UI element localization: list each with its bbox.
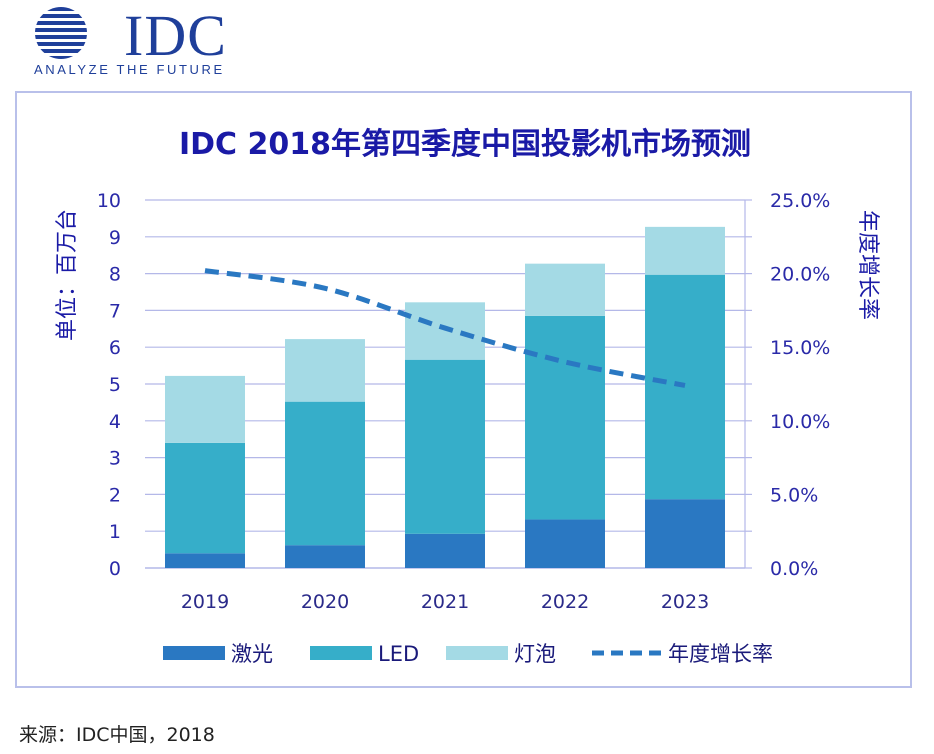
legend-label: 激光 bbox=[231, 642, 273, 666]
y-axis-label: 单位：百万台 bbox=[55, 209, 80, 341]
logo-wordmark: IDC bbox=[124, 3, 227, 68]
x-tick-label: 2023 bbox=[661, 591, 709, 613]
bar-segment bbox=[165, 553, 245, 568]
bar-segment bbox=[165, 442, 245, 554]
y-tick-label: 1 bbox=[109, 521, 121, 543]
bar-segment bbox=[645, 226, 725, 275]
y2-tick-label: 0.0% bbox=[770, 558, 818, 580]
chart-frame bbox=[15, 91, 912, 688]
y-tick-label: 3 bbox=[109, 448, 121, 470]
y2-tick-label: 10.0% bbox=[770, 411, 830, 433]
y-tick-label: 10 bbox=[97, 190, 121, 212]
y-tick-label: 4 bbox=[109, 411, 121, 433]
y2-tick-label: 5.0% bbox=[770, 484, 818, 506]
y2-tick-label: 25.0% bbox=[770, 190, 830, 212]
bar-segment bbox=[645, 274, 725, 500]
growth-line bbox=[204, 268, 686, 388]
bar-segment bbox=[525, 263, 605, 316]
bar-segment bbox=[525, 519, 605, 568]
legend-swatch bbox=[310, 646, 372, 660]
legend-label: LED bbox=[378, 642, 419, 666]
y2-tick-label: 15.0% bbox=[770, 337, 830, 359]
y-tick-label: 2 bbox=[109, 484, 121, 506]
bar-segment bbox=[405, 359, 485, 534]
bar-segment bbox=[285, 401, 365, 546]
bar-segment bbox=[405, 533, 485, 568]
bar-segment bbox=[285, 339, 365, 402]
legend-swatch bbox=[163, 646, 225, 660]
idc-logo: IDC ANALYZE THE FUTURE bbox=[16, 4, 256, 80]
source-note: 来源：IDC中国，2018 bbox=[19, 724, 215, 746]
y-tick-label: 0 bbox=[109, 558, 121, 580]
bars bbox=[165, 226, 725, 568]
y-tick-label: 7 bbox=[109, 300, 121, 322]
y2-tick-label: 20.0% bbox=[770, 264, 830, 286]
globe-stripes-icon bbox=[35, 7, 87, 59]
logo-tagline: ANALYZE THE FUTURE bbox=[34, 62, 225, 77]
legend-label: 灯泡 bbox=[514, 642, 556, 666]
axes: 0 1 2 3 4 5 6 7 8 9 10 0.0% 5.0% 10.0% 15.0% 20.0% 25.0%… bbox=[97, 190, 831, 613]
bar-segment bbox=[165, 375, 245, 443]
bar-segment bbox=[285, 545, 365, 568]
y-tick-label: 8 bbox=[109, 264, 121, 286]
chart-title: IDC 2018年第四季度中国投影机市场预测 bbox=[179, 127, 751, 162]
legend-label: 年度增长率 bbox=[668, 642, 773, 666]
y-tick-label: 5 bbox=[109, 374, 121, 396]
x-tick-label: 2021 bbox=[421, 591, 469, 613]
y-tick-label: 9 bbox=[109, 227, 121, 249]
bar-segment bbox=[645, 499, 725, 568]
legend-swatch bbox=[446, 646, 508, 660]
x-tick-label: 2022 bbox=[541, 591, 589, 613]
legend: 激光 LED 灯泡 年度增长率 bbox=[163, 642, 773, 666]
bar-segment bbox=[405, 302, 485, 360]
y2-axis-label: 年度增长率 bbox=[855, 210, 880, 320]
x-tick-label: 2019 bbox=[181, 591, 229, 613]
bar-segment bbox=[525, 315, 605, 520]
y-tick-label: 6 bbox=[109, 337, 121, 359]
x-tick-label: 2020 bbox=[301, 591, 349, 613]
